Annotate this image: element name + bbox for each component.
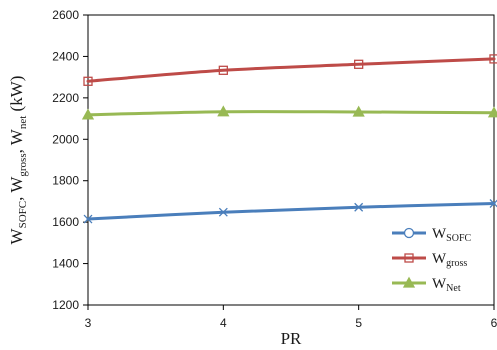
legend-label: WSOFC bbox=[432, 226, 472, 244]
data-point bbox=[354, 59, 364, 69]
x-tick-label: 5 bbox=[355, 316, 362, 330]
y-axis-title: WSOFC, Wgross, Wnet (kW) bbox=[7, 76, 29, 245]
plot-frame bbox=[87, 14, 495, 306]
legend: WSOFC Wgross WNet bbox=[392, 226, 472, 294]
x-tick-label: 6 bbox=[491, 316, 497, 330]
y-tick-label: 2000 bbox=[52, 132, 79, 146]
y-tick-label: 1600 bbox=[52, 215, 79, 229]
series-0 bbox=[83, 199, 497, 224]
legend-label: WNet bbox=[432, 276, 461, 294]
legend-marker bbox=[403, 227, 415, 239]
data-point bbox=[218, 207, 228, 217]
y-tick-label: 2400 bbox=[52, 49, 79, 63]
y-tick-label: 2200 bbox=[52, 91, 79, 105]
series-2 bbox=[81, 105, 497, 120]
legend-item: WSOFC bbox=[392, 226, 472, 244]
x-axis-title: PR bbox=[281, 329, 302, 348]
legend-item: WNet bbox=[392, 276, 461, 294]
data-point bbox=[489, 54, 497, 64]
data-point bbox=[217, 105, 230, 117]
data-point bbox=[352, 105, 365, 117]
legend-label: Wgross bbox=[432, 251, 467, 269]
data-point bbox=[354, 202, 364, 212]
x-tick-label: 3 bbox=[85, 316, 92, 330]
legend-marker bbox=[404, 253, 414, 263]
legend-item: Wgross bbox=[392, 251, 467, 269]
series-line bbox=[86, 110, 496, 117]
y-tick-label: 2600 bbox=[52, 8, 79, 22]
data-point bbox=[83, 214, 93, 224]
legend-marker bbox=[402, 276, 416, 288]
x-tick-label: 4 bbox=[220, 316, 227, 330]
data-point bbox=[81, 108, 95, 120]
series-line bbox=[86, 57, 496, 83]
y-axis: 1200 1400 1600 1800 2000 2200 2400 2600 bbox=[52, 8, 88, 312]
series-line bbox=[86, 202, 496, 221]
data-point bbox=[218, 65, 228, 75]
data-point bbox=[83, 76, 93, 86]
x-axis: 3 4 5 6 bbox=[85, 305, 497, 330]
series-1 bbox=[83, 54, 497, 86]
y-tick-label: 1800 bbox=[52, 174, 79, 188]
plot-area bbox=[87, 14, 495, 306]
series-layer bbox=[81, 54, 497, 224]
y-tick-label: 1400 bbox=[52, 257, 79, 271]
y-tick-label: 1200 bbox=[52, 298, 79, 312]
